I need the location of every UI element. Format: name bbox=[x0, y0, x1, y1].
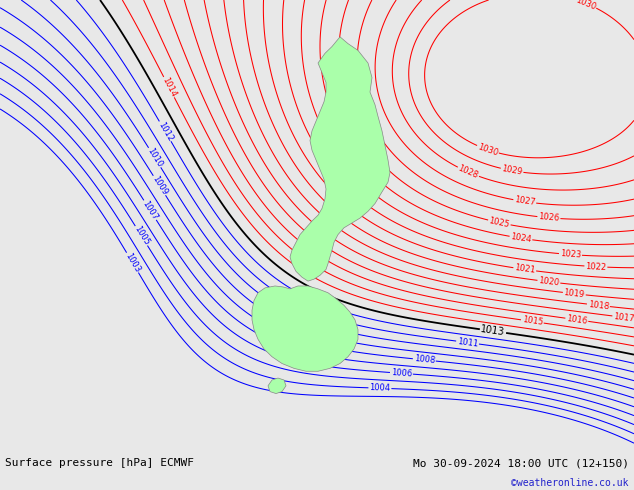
Text: ©weatheronline.co.uk: ©weatheronline.co.uk bbox=[512, 478, 629, 488]
Text: 1017: 1017 bbox=[613, 312, 634, 323]
Polygon shape bbox=[268, 378, 286, 393]
Text: 1016: 1016 bbox=[566, 314, 588, 326]
Text: 1011: 1011 bbox=[456, 337, 479, 348]
Polygon shape bbox=[290, 37, 390, 281]
Text: 1028: 1028 bbox=[456, 164, 480, 180]
Text: 1003: 1003 bbox=[123, 251, 142, 274]
Text: 1030: 1030 bbox=[574, 0, 597, 11]
Text: 1020: 1020 bbox=[538, 276, 560, 288]
Text: 1010: 1010 bbox=[145, 147, 164, 169]
Text: 1013: 1013 bbox=[480, 324, 506, 338]
Text: 1012: 1012 bbox=[156, 120, 174, 143]
Text: 1018: 1018 bbox=[588, 300, 609, 311]
Text: 1023: 1023 bbox=[560, 249, 581, 260]
Polygon shape bbox=[252, 286, 358, 371]
Text: 1008: 1008 bbox=[413, 354, 436, 366]
Text: 1021: 1021 bbox=[514, 264, 536, 275]
Text: 1015: 1015 bbox=[521, 316, 543, 327]
Text: 1004: 1004 bbox=[369, 383, 391, 393]
Text: 1006: 1006 bbox=[391, 368, 412, 379]
Text: Mo 30-09-2024 18:00 UTC (12+150): Mo 30-09-2024 18:00 UTC (12+150) bbox=[413, 458, 629, 468]
Text: 1009: 1009 bbox=[150, 174, 169, 197]
Text: 1007: 1007 bbox=[141, 199, 160, 221]
Text: 1030: 1030 bbox=[476, 142, 500, 157]
Text: Surface pressure [hPa] ECMWF: Surface pressure [hPa] ECMWF bbox=[5, 458, 194, 468]
Text: 1024: 1024 bbox=[510, 232, 532, 244]
Text: 1022: 1022 bbox=[585, 262, 607, 271]
Text: 1014: 1014 bbox=[160, 76, 178, 98]
Text: 1027: 1027 bbox=[514, 196, 536, 208]
Text: 1029: 1029 bbox=[501, 164, 523, 177]
Text: 1005: 1005 bbox=[132, 224, 151, 247]
Text: 1025: 1025 bbox=[488, 216, 510, 229]
Text: 1026: 1026 bbox=[538, 212, 560, 223]
Text: 1019: 1019 bbox=[564, 288, 585, 299]
